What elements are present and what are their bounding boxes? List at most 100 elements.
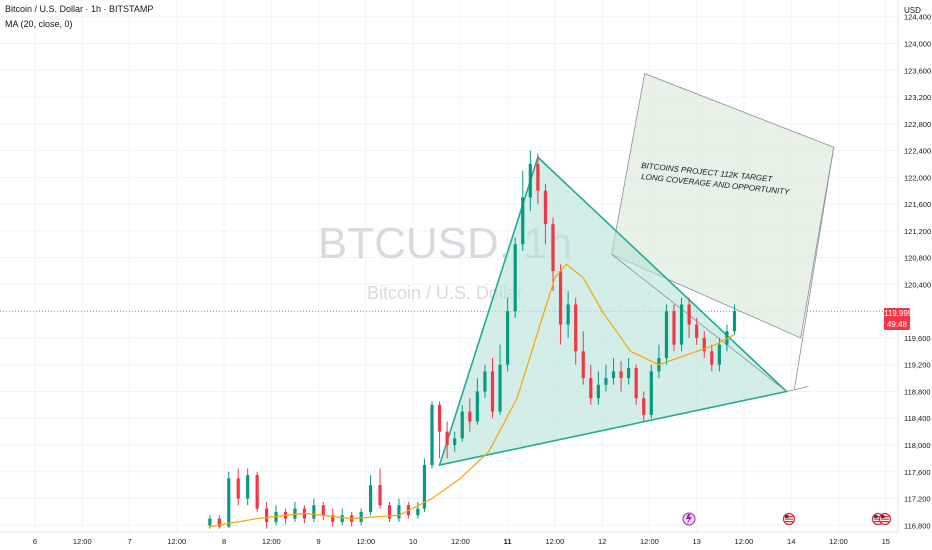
last-price-value: 119,999	[884, 309, 913, 318]
candle-body	[543, 190, 548, 225]
time-tick-label: 12:00	[356, 537, 375, 546]
candle-body	[558, 271, 563, 325]
candle-body	[672, 311, 676, 345]
price-tick-label: 117,600	[904, 468, 931, 477]
triangle-pattern	[438, 155, 789, 467]
candle-body	[475, 391, 479, 422]
us-flag-icon[interactable]	[782, 512, 796, 526]
moving-average	[209, 263, 735, 528]
last-price-badge: 119,999 49:48	[884, 308, 913, 330]
price-tick-label: 118,000	[904, 441, 931, 450]
event-dividend-icon[interactable]	[682, 512, 696, 526]
time-axis[interactable]: 6 12:00 7 12:00 8 12:00 9 12:00 10 12:00 11 12:00 12…	[33, 537, 890, 546]
candle-body	[321, 505, 325, 516]
candle-body	[695, 324, 699, 338]
candle-body	[611, 371, 616, 379]
candle-body	[387, 505, 392, 519]
candle-body	[416, 508, 420, 516]
candle-body	[264, 508, 269, 522]
candle-body	[604, 378, 608, 385]
candle-body	[528, 163, 532, 198]
time-tick-label: 10	[409, 537, 417, 546]
time-tick-label: 8	[222, 537, 226, 546]
candle-body	[506, 311, 510, 365]
candle-body	[574, 304, 578, 352]
candle-body	[679, 304, 684, 345]
candle-body	[551, 224, 555, 272]
price-tick-label: 120,400	[904, 280, 931, 289]
time-tick-label: 12:00	[735, 537, 754, 546]
price-tick-label: 116,800	[904, 521, 931, 530]
candle-body	[566, 304, 570, 325]
candle-body	[717, 344, 721, 365]
candle-body	[445, 431, 449, 446]
price-tick-label: 122,400	[904, 147, 931, 156]
event-markers[interactable]	[682, 512, 892, 526]
candle-body	[589, 378, 593, 399]
candle-body	[368, 485, 373, 512]
candle-body	[596, 384, 600, 399]
trend-extension	[794, 147, 835, 389]
candle-body	[649, 371, 653, 415]
time-tick-label: 12:00	[73, 537, 92, 546]
candle-body	[293, 508, 297, 519]
indicator-legend[interactable]: MA (20, close, 0)	[5, 19, 73, 29]
price-tick-label: 121,200	[904, 227, 931, 236]
ma-line	[209, 263, 735, 528]
candle-body	[483, 371, 487, 392]
candle-body	[312, 505, 316, 519]
time-tick-label: 14	[787, 537, 795, 546]
price-tick-label: 123,600	[904, 66, 931, 75]
candle-body	[687, 304, 691, 325]
time-tick-label: 12:00	[546, 537, 565, 546]
candle-body	[490, 371, 495, 412]
candle-body	[430, 404, 434, 466]
price-tick-label: 120,800	[904, 254, 931, 263]
price-tick-label: 119,600	[904, 334, 931, 343]
time-tick-label: 12:00	[640, 537, 659, 546]
price-tick-label: 117,200	[904, 495, 931, 504]
price-tick-label: 119,200	[904, 361, 931, 370]
candle-body	[437, 404, 442, 432]
candle-body	[246, 475, 250, 499]
candle-body	[710, 351, 714, 365]
price-axis[interactable]: 124,400 124,000 123,600 123,200 122,800 122,4…	[904, 13, 931, 531]
candle-body	[422, 465, 427, 509]
price-tick-label: 122,800	[904, 120, 931, 129]
candle-body	[498, 364, 502, 412]
candle-body	[634, 368, 638, 399]
candle-body	[513, 244, 517, 312]
candle-body	[208, 518, 212, 526]
candle-body	[227, 478, 231, 527]
time-tick-label: 12:00	[262, 537, 281, 546]
candle-body	[521, 197, 525, 245]
time-tick-label: 12	[598, 537, 606, 546]
time-tick-label: 6	[33, 537, 37, 546]
trend-extension	[611, 253, 787, 392]
drawings[interactable]	[0, 73, 898, 467]
candle-body	[732, 311, 737, 332]
candle-body	[453, 438, 457, 446]
candle-body	[702, 337, 706, 352]
currency-label: USD	[904, 6, 921, 15]
price-tick-label: 118,400	[904, 414, 931, 423]
candle-body	[581, 351, 585, 379]
symbol-title[interactable]: Bitcoin / U.S. Dollar · 1h · BITSTAMP	[5, 4, 154, 14]
candle-body	[468, 411, 472, 422]
time-tick-label: 15	[882, 537, 890, 546]
price-tick-label: 124,400	[904, 13, 931, 22]
time-tick-label: 7	[127, 537, 131, 546]
time-tick-label: 12:00	[829, 537, 848, 546]
us-flag-icon[interactable]	[878, 512, 892, 526]
candle-body	[627, 368, 631, 379]
time-tick-label: 12:00	[451, 537, 470, 546]
candle-body	[255, 475, 259, 509]
trend-extension	[786, 386, 809, 392]
candle-body	[378, 485, 382, 506]
watermark-name: Bitcoin / U.S. Dollar	[367, 283, 523, 303]
candle-body	[460, 411, 464, 439]
candle-body	[340, 515, 344, 522]
price-tick-label: 122,000	[904, 173, 931, 182]
